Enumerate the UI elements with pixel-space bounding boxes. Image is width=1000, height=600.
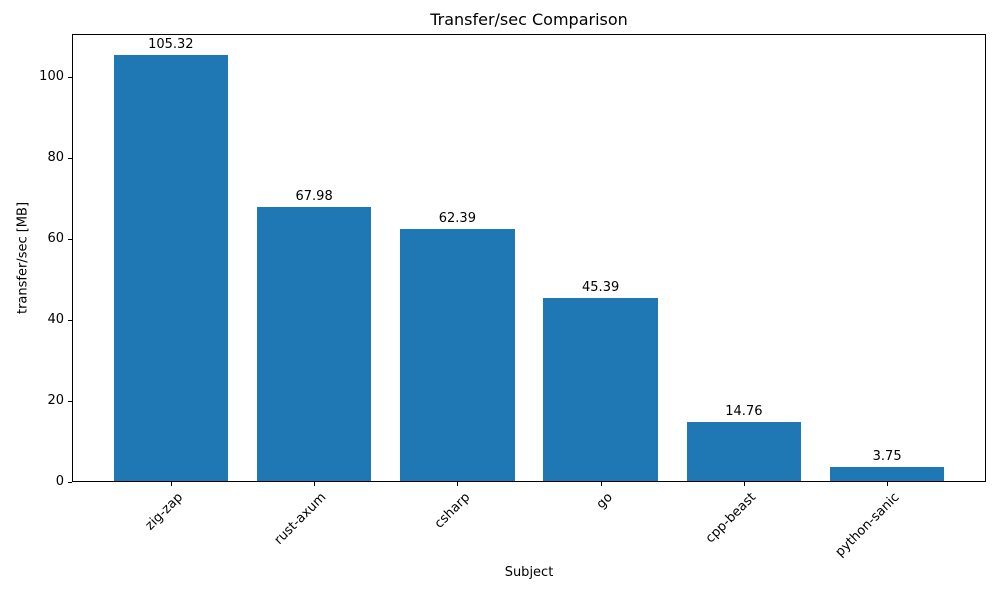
- bar: [400, 229, 515, 481]
- y-tick: [68, 76, 72, 78]
- x-tick: [887, 482, 889, 486]
- y-tick: [68, 157, 72, 159]
- chart-title: Transfer/sec Comparison: [430, 10, 628, 29]
- x-tick: [457, 482, 459, 486]
- x-axis-label: Subject: [504, 565, 554, 580]
- y-tick-label: 60: [47, 230, 64, 246]
- x-tick-label: zig-zap: [143, 490, 187, 534]
- bar-value-label: 67.98: [295, 188, 333, 204]
- bar-value-label: 45.39: [582, 280, 620, 296]
- x-tick: [170, 482, 172, 486]
- y-tick: [68, 482, 72, 483]
- x-tick: [314, 482, 316, 486]
- bar-value-label: 62.39: [438, 211, 476, 227]
- y-tick: [68, 238, 72, 240]
- x-tick-label: cpp-beast: [703, 490, 760, 547]
- y-tick: [68, 400, 72, 402]
- y-tick-label: 0: [55, 474, 64, 489]
- bar: [256, 206, 372, 481]
- x-tick: [600, 482, 602, 486]
- bar: [113, 55, 229, 481]
- y-axis-label: transfer/sec [MB]: [15, 201, 31, 315]
- x-tick-label: python-sanic: [832, 490, 903, 560]
- y-tick-label: 20: [47, 392, 64, 408]
- y-tick-label: 100: [39, 68, 64, 84]
- x-tick-label: go: [594, 490, 617, 513]
- x-tick-label: rust-axum: [271, 490, 330, 548]
- bar-value-label: 14.76: [725, 404, 763, 420]
- y-tick-label: 80: [47, 149, 64, 165]
- bar: [686, 422, 802, 481]
- bar-value-label: 105.32: [148, 37, 194, 53]
- y-tick: [68, 319, 72, 321]
- x-tick: [743, 482, 745, 486]
- y-tick-label: 40: [47, 311, 64, 327]
- x-tick-label: csharp: [431, 490, 473, 532]
- bar-value-label: 3.75: [872, 448, 902, 464]
- bar: [829, 466, 945, 481]
- bar: [543, 298, 658, 481]
